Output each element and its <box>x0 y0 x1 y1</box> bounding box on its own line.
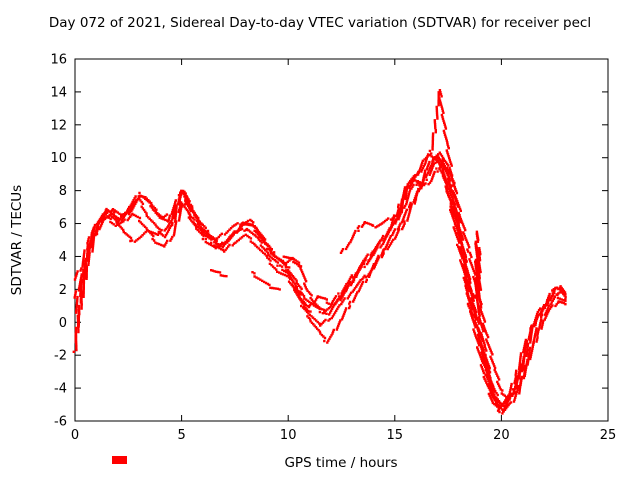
svg-text:16: 16 <box>50 53 67 68</box>
svg-text:12: 12 <box>50 118 67 133</box>
series-trace-6 <box>339 158 518 400</box>
series-trace-4 <box>73 151 567 408</box>
svg-text:-6: -6 <box>54 415 67 430</box>
svg-text:2: 2 <box>59 283 67 298</box>
svg-text:8: 8 <box>59 184 67 199</box>
svg-text:-2: -2 <box>54 349 67 364</box>
series-trace-1 <box>72 154 567 415</box>
svg-text:15: 15 <box>387 428 404 443</box>
svg-text:14: 14 <box>50 85 67 100</box>
series-trace-9-segment <box>282 255 303 268</box>
series-trace-7-segment <box>210 269 228 278</box>
series-trace-3 <box>75 157 567 413</box>
legend-swatch <box>112 456 127 464</box>
svg-text:0: 0 <box>71 428 79 443</box>
svg-text:5: 5 <box>177 428 185 443</box>
svg-text:4: 4 <box>59 250 67 265</box>
chart-title: Day 072 of 2021, Sidereal Day-to-day VTE… <box>48 15 592 31</box>
svg-text:25: 25 <box>600 428 617 443</box>
svg-text:10: 10 <box>280 428 297 443</box>
svg-text:-4: -4 <box>54 382 67 397</box>
svg-text:10: 10 <box>50 151 67 166</box>
x-axis-label: GPS time / hours <box>284 455 398 471</box>
svg-text:20: 20 <box>493 428 510 443</box>
series-trace-8-segment <box>251 271 281 291</box>
series-trace-2 <box>73 89 565 411</box>
svg-text:6: 6 <box>59 217 67 232</box>
series-trace-5 <box>74 153 567 407</box>
svg-text:0: 0 <box>59 316 67 331</box>
